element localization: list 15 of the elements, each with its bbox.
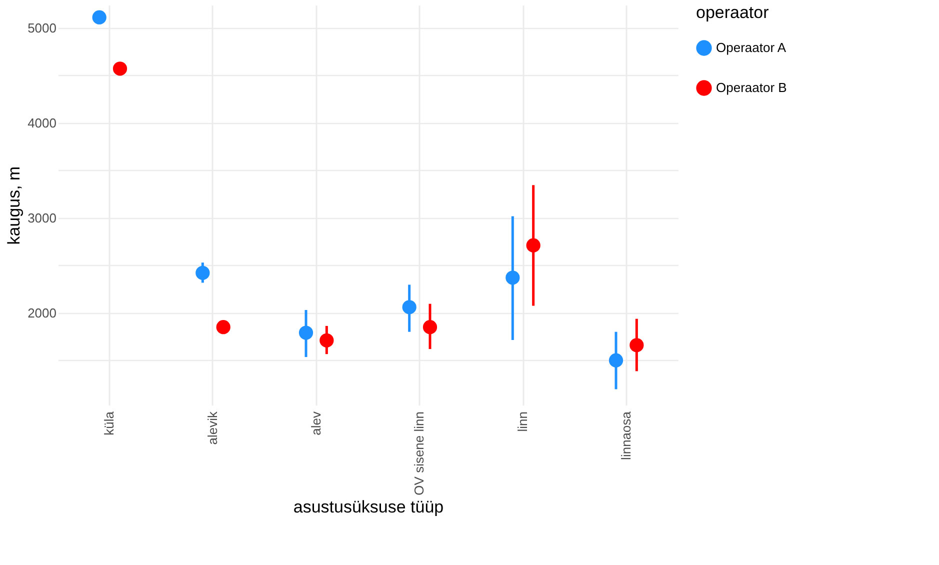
legend-label: Operaator B [716,80,787,95]
x-tick-label: linn [515,412,530,432]
x-tick-label: OV sisene linn [412,412,427,496]
legend-label: Operaator A [716,40,786,55]
x-axis-title: asustusüksuse tüüp [293,497,444,516]
y-tick-label: 4000 [28,115,56,130]
y-axis-title: kaugus, m [4,166,24,245]
y-tick-label: 5000 [28,20,56,36]
x-tick-label: alev [308,411,324,436]
x-tick-label: küla [102,410,117,436]
legend-title: operaator [696,3,770,22]
x-tick-label: alevik [205,411,220,445]
y-tick-label: 2000 [28,305,56,320]
y-tick-label: 3000 [28,210,56,226]
x-tick-label: linnaosa [618,410,634,460]
